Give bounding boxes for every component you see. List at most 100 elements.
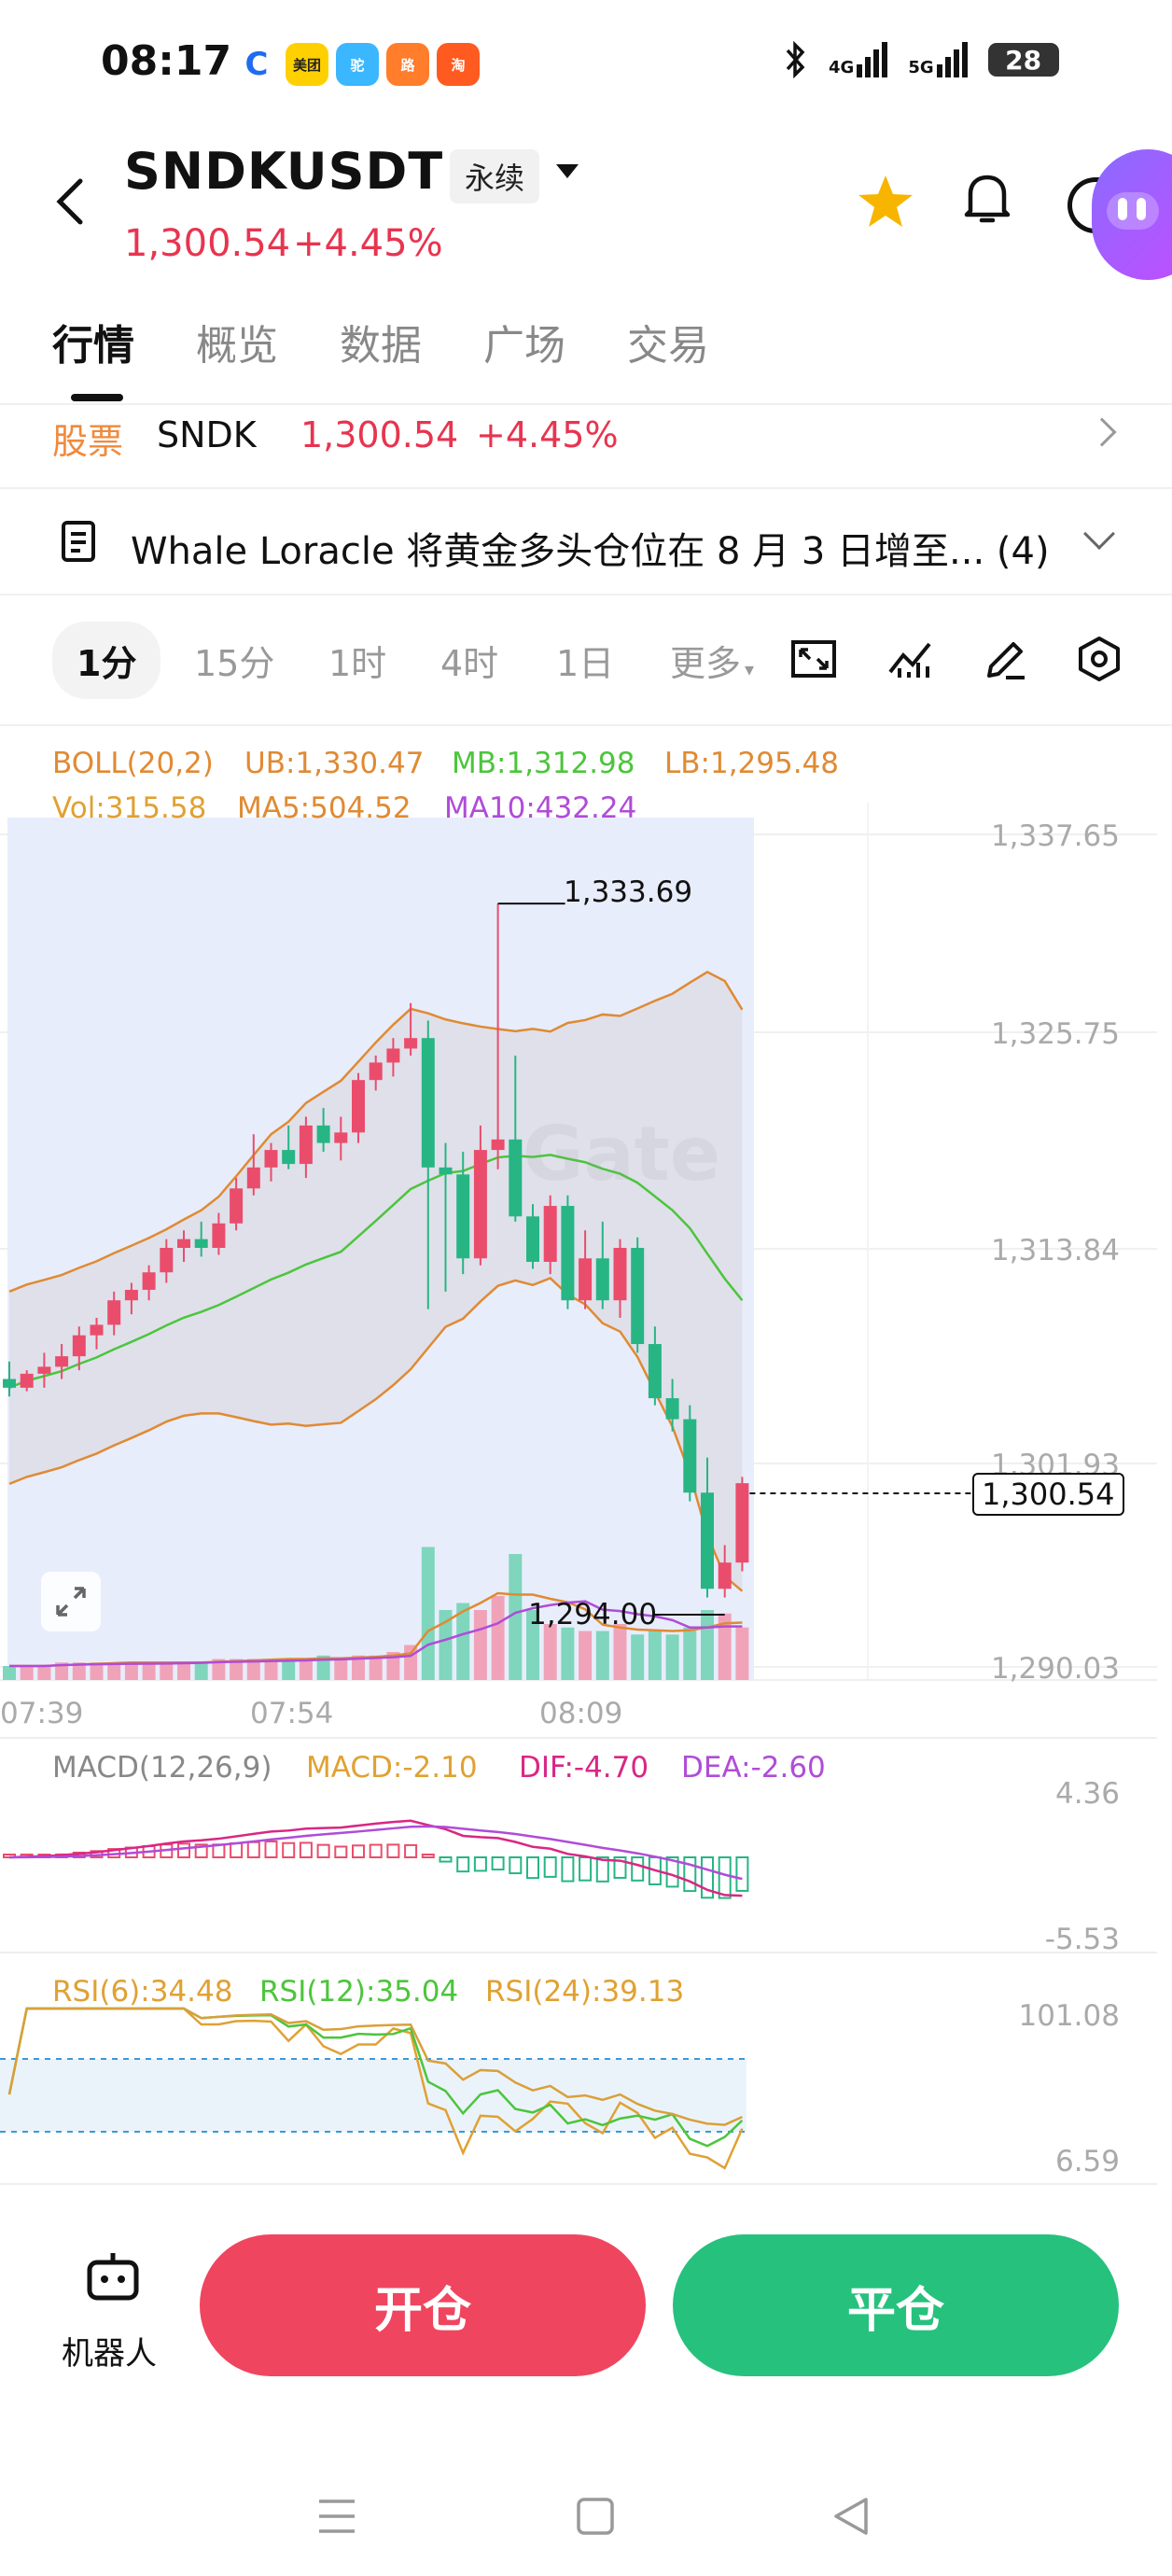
- candle-body: [299, 1125, 313, 1165]
- header-change: +4.45%: [293, 222, 443, 265]
- volume-bar: [142, 1662, 156, 1680]
- expand-chart-button[interactable]: [41, 1572, 101, 1631]
- interval-4h[interactable]: 4时: [440, 643, 499, 684]
- candle-body: [613, 1248, 627, 1301]
- favorite-star-icon[interactable]: [855, 172, 916, 233]
- legend-rsi24: RSI(24):39.13: [485, 1975, 685, 2009]
- bell-icon[interactable]: [959, 168, 1015, 230]
- candle-body: [352, 1080, 365, 1133]
- rsi-tick-label: 101.08: [1018, 1999, 1120, 2033]
- volume-bar: [3, 1666, 16, 1680]
- caret-down-icon[interactable]: [556, 164, 579, 178]
- macd-bar: [264, 1841, 278, 1858]
- divider: [0, 724, 1172, 726]
- macd-bar: [334, 1845, 348, 1859]
- volume-bar: [386, 1652, 400, 1680]
- legend-vol: Vol:315.58: [52, 791, 207, 825]
- legend-dif: DIF:-4.70: [519, 1751, 649, 1785]
- network-label-1: 4G: [829, 58, 855, 77]
- candle-body: [369, 1062, 383, 1081]
- more-icon[interactable]: [1067, 177, 1105, 233]
- volume-bar: [246, 1659, 260, 1680]
- low-price-label: 1,294.00: [528, 1598, 658, 1631]
- interval-1m[interactable]: 1分: [52, 622, 161, 699]
- x-tick-label: 08:09: [539, 1697, 623, 1730]
- volume-bar: [177, 1662, 190, 1680]
- candle-body: [543, 1206, 557, 1262]
- volume-bar: [37, 1666, 51, 1680]
- candle-body: [473, 1150, 487, 1259]
- tab-square[interactable]: 广场: [483, 322, 565, 370]
- volume-bar: [613, 1624, 627, 1680]
- x-tick-label: 07:54: [250, 1697, 334, 1730]
- volume-bar: [561, 1627, 575, 1680]
- candle-body: [212, 1223, 226, 1249]
- volume-bar: [648, 1631, 662, 1680]
- price-chart[interactable]: [0, 728, 1172, 2203]
- back-triangle-icon[interactable]: [830, 2496, 872, 2537]
- interval-1d[interactable]: 1日: [556, 643, 615, 684]
- pair-title[interactable]: SNDKUSDT: [124, 142, 444, 201]
- interval-15m[interactable]: 15分: [194, 643, 275, 684]
- assistant-float-button[interactable]: [1092, 149, 1172, 280]
- stock-price: 1,300.54: [300, 414, 459, 455]
- contract-type-selector[interactable]: 永续: [450, 149, 540, 203]
- indicator-icon[interactable]: [886, 635, 935, 683]
- tab-trade[interactable]: 交易: [627, 322, 709, 370]
- volume-bar: [90, 1662, 104, 1680]
- volume-bar: [316, 1655, 330, 1680]
- open-position-button[interactable]: 开仓: [200, 2234, 646, 2376]
- y-tick-label: 1,313.84: [990, 1234, 1120, 1267]
- macd-bar: [246, 1841, 260, 1858]
- macd-bar: [735, 1856, 749, 1892]
- rsi-tick-label: 6.59: [1054, 2145, 1120, 2178]
- candle-body: [177, 1239, 190, 1249]
- x-tick-label: 07:39: [0, 1697, 84, 1730]
- candle-body: [561, 1206, 575, 1301]
- volume-bar: [579, 1631, 593, 1680]
- header-price: 1,300.54: [124, 222, 291, 265]
- volume-bar: [264, 1659, 278, 1680]
- volume-bar: [543, 1624, 557, 1680]
- back-arrow-icon[interactable]: [52, 175, 90, 228]
- volume-bar: [160, 1662, 174, 1680]
- candle-body: [55, 1356, 69, 1367]
- candle-body: [631, 1248, 645, 1345]
- volume-bar: [421, 1547, 435, 1680]
- high-price-label: 1,333.69: [564, 875, 693, 909]
- tab-data[interactable]: 数据: [340, 322, 422, 370]
- system-nav-bar: [0, 2445, 1172, 2576]
- y-tick-label: 1,325.75: [990, 1017, 1120, 1051]
- volume-bar: [369, 1655, 383, 1680]
- news-icon: [62, 521, 95, 562]
- volume-bar: [595, 1631, 609, 1680]
- tab-overview[interactable]: 概览: [196, 322, 278, 370]
- volume-bar: [352, 1655, 365, 1680]
- draw-pencil-icon[interactable]: [982, 635, 1030, 683]
- candle-body: [456, 1174, 470, 1259]
- meituan-icon: 美团: [286, 43, 328, 86]
- robot-label[interactable]: 机器人: [62, 2335, 157, 2373]
- interval-more[interactable]: 更多 ▾: [670, 643, 755, 684]
- home-square-icon[interactable]: [575, 2496, 616, 2537]
- divider: [0, 487, 1172, 489]
- fullscreen-icon[interactable]: [789, 635, 838, 683]
- settings-hexagon-icon[interactable]: [1075, 635, 1123, 683]
- macd-bar: [509, 1856, 523, 1875]
- volume-bar: [299, 1659, 313, 1680]
- candle-body: [701, 1492, 714, 1589]
- volume-bar: [404, 1645, 418, 1680]
- tab-market[interactable]: 行情: [52, 322, 134, 370]
- close-position-button[interactable]: 平仓: [673, 2234, 1119, 2376]
- interval-more-label: 更多: [670, 643, 742, 684]
- macd-bar: [299, 1841, 313, 1858]
- candle-body: [124, 1289, 138, 1301]
- menu-icon[interactable]: [315, 2496, 358, 2537]
- candle-body: [264, 1150, 278, 1168]
- volume-bar: [631, 1634, 645, 1680]
- robot-icon[interactable]: [84, 2249, 142, 2303]
- volume-bar: [665, 1634, 679, 1680]
- interval-1h[interactable]: 1时: [328, 643, 387, 684]
- divider: [0, 403, 1172, 405]
